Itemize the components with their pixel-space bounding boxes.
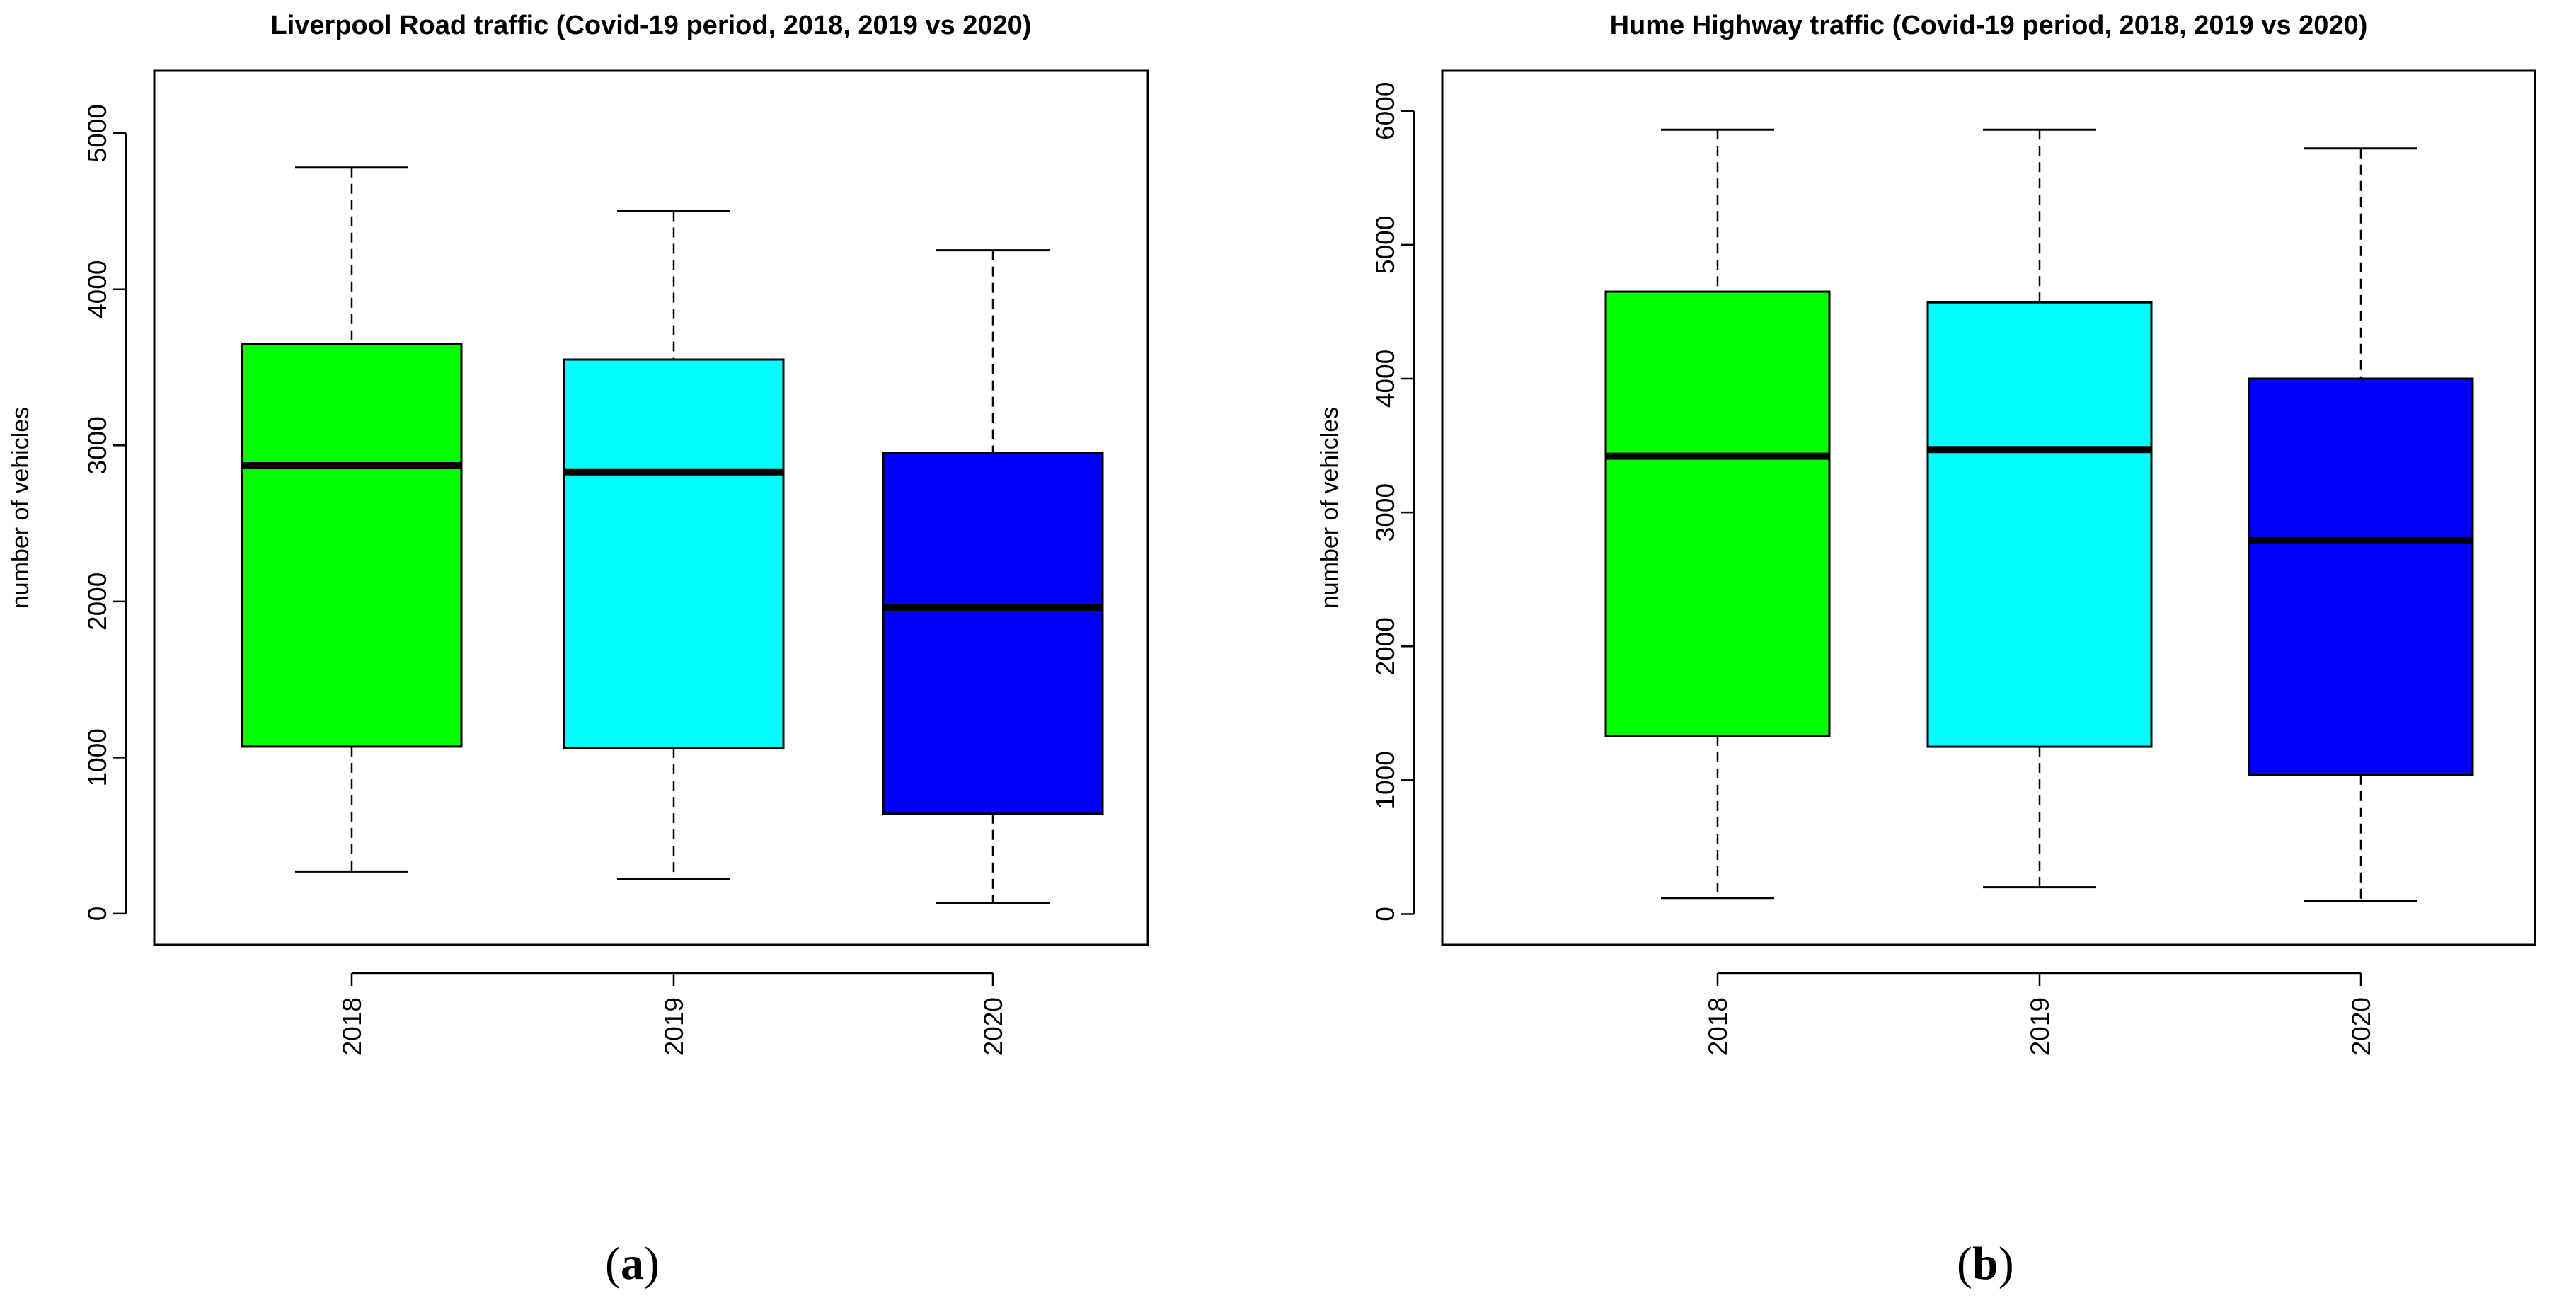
y-axis-label: number of vehicles [1316,407,1343,609]
chart-title: Hume Highway traffic (Covid-19 period, 2… [1610,11,2368,40]
chart-title: Liverpool Road traffic (Covid-19 period,… [271,11,1032,40]
y-axis-label: number of vehicles [7,407,34,609]
y-tick-label: 3000 [1371,483,1400,541]
caption-b: (b) [1957,1238,2014,1289]
box-2019 [563,358,785,749]
box-2018 [1604,290,1831,737]
plot-frame [153,69,1149,946]
x-tick-label: 2018 [338,997,367,1055]
plot-frame [1441,69,2536,946]
box-2018 [241,343,463,748]
y-tick-label: 5000 [1371,216,1400,274]
box-2019 [1926,301,2153,748]
box-2020 [882,452,1104,815]
x-tick-label: 2019 [2025,997,2054,1055]
chart-a: Liverpool Road traffic (Covid-19 period,… [7,11,1149,1055]
x-tick-label: 2019 [660,997,689,1055]
y-tick-label: 4000 [1371,350,1400,408]
y-tick-label: 0 [83,907,112,921]
y-tick-label: 2000 [83,573,112,631]
box-2020 [2248,377,2474,776]
y-tick-label: 1000 [1371,751,1400,809]
y-tick-label: 4000 [83,260,112,318]
caption-a: (a) [605,1238,660,1289]
y-tick-label: 6000 [1371,82,1400,140]
chart-b: Hume Highway traffic (Covid-19 period, 2… [1316,11,2536,1055]
y-tick-label: 2000 [1371,617,1400,675]
x-tick-label: 2020 [979,997,1008,1055]
y-tick-label: 1000 [83,728,112,786]
y-tick-label: 5000 [83,104,112,162]
x-tick-label: 2020 [2347,997,2376,1055]
x-tick-label: 2018 [1703,997,1732,1055]
y-tick-label: 0 [1371,907,1400,921]
y-tick-label: 3000 [83,416,112,474]
